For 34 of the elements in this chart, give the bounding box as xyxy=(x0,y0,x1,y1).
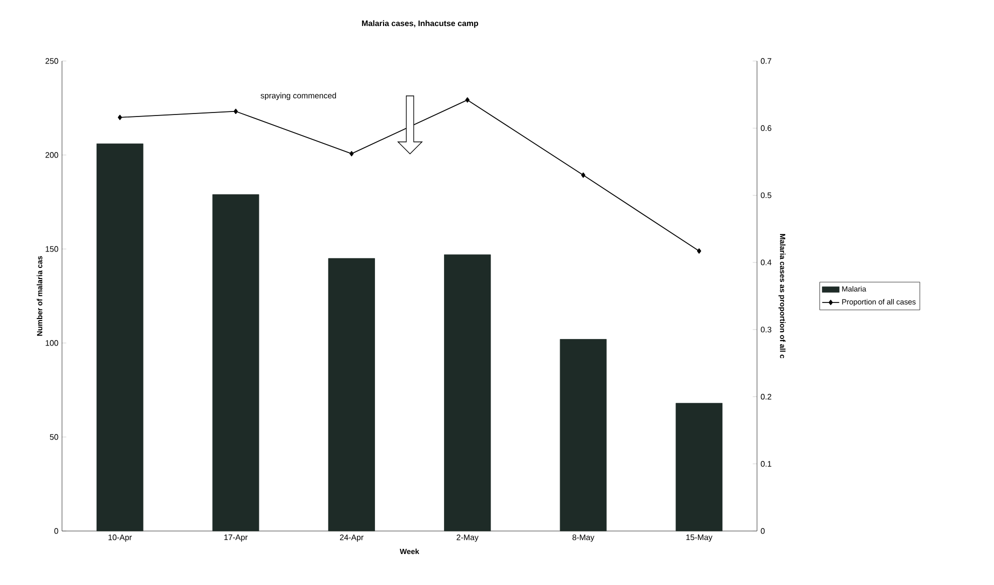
y2-tick-label: 0.3 xyxy=(760,326,772,332)
point xyxy=(465,97,470,103)
y2-tick-label: 0.4 xyxy=(760,260,772,266)
y2-tick-label: 0.6 xyxy=(760,125,772,131)
x-tick-label: 2-May xyxy=(456,534,479,542)
y2-tick-label: 0.2 xyxy=(760,394,772,400)
bar xyxy=(560,339,607,532)
y2-tick-label: 0.7 xyxy=(760,58,772,64)
bar xyxy=(212,194,260,532)
point xyxy=(349,151,354,156)
bar xyxy=(328,258,375,532)
y-tick-label: 0 xyxy=(54,528,58,534)
bar xyxy=(444,254,491,532)
y2-tick-label: 0 xyxy=(760,528,765,534)
y-tick-label: 100 xyxy=(46,340,58,346)
point xyxy=(118,114,122,120)
y2-tick-label: 0.1 xyxy=(760,461,772,467)
x-tick-label: 24-Apr xyxy=(340,534,364,542)
point xyxy=(696,248,702,254)
y-tick-label: 150 xyxy=(46,246,58,252)
x-tick-label: 10-Apr xyxy=(108,534,132,542)
y-tick-label: 50 xyxy=(50,434,58,440)
x-tick-label: 15-May xyxy=(686,534,712,542)
chart-title: Malaria cases, Inhacutse camp xyxy=(362,20,478,28)
point xyxy=(234,108,238,114)
y-tick-label: 250 xyxy=(46,58,58,64)
x-tick-label: 17-Apr xyxy=(224,534,248,542)
y-tick-label: 200 xyxy=(46,152,58,158)
annotation: spraying commenced xyxy=(260,92,336,100)
x-tick-label: 8-May xyxy=(572,534,594,542)
y2-tick-label: 0.5 xyxy=(760,192,772,198)
bar xyxy=(676,402,722,532)
point xyxy=(581,172,586,178)
bar xyxy=(96,144,144,532)
